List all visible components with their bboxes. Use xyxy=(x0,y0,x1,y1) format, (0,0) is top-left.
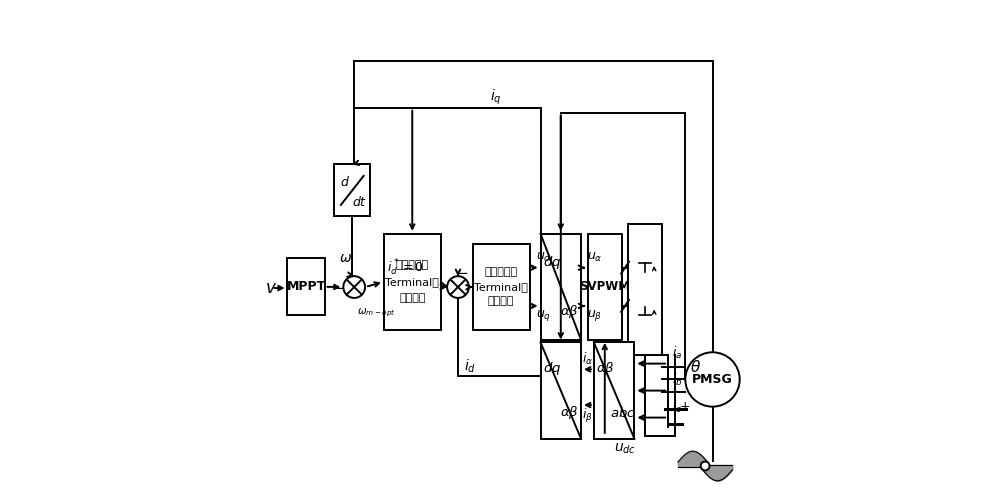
Text: 模控制器: 模控制器 xyxy=(488,297,514,307)
Bar xyxy=(473,244,530,330)
Bar xyxy=(287,258,325,315)
Text: $\alpha\beta$: $\alpha\beta$ xyxy=(596,360,615,377)
Text: $u_{dc}$: $u_{dc}$ xyxy=(614,441,636,456)
Text: Terminal滑: Terminal滑 xyxy=(474,282,528,292)
Text: 模控制器: 模控制器 xyxy=(399,293,426,303)
Text: $u_{\beta}$: $u_{\beta}$ xyxy=(587,308,602,324)
Bar xyxy=(628,224,662,355)
Text: Terminal滑: Terminal滑 xyxy=(385,277,439,287)
Text: $-$: $-$ xyxy=(455,264,469,279)
Text: $i_{\beta}$: $i_{\beta}$ xyxy=(582,407,593,425)
Bar xyxy=(334,165,370,216)
Text: $i_a$: $i_a$ xyxy=(672,345,682,361)
Text: PMSG: PMSG xyxy=(692,373,733,386)
Circle shape xyxy=(343,276,365,298)
Text: SVPWM: SVPWM xyxy=(579,280,630,293)
Text: $i_{\alpha}$: $i_{\alpha}$ xyxy=(582,350,593,367)
Text: 转速自适应: 转速自适应 xyxy=(396,260,429,270)
Text: $abc$: $abc$ xyxy=(610,406,636,420)
Text: $u_{\alpha}$: $u_{\alpha}$ xyxy=(587,251,603,264)
Text: 电流自适应: 电流自适应 xyxy=(485,267,518,277)
Bar xyxy=(588,234,622,340)
Text: $\alpha\beta$: $\alpha\beta$ xyxy=(560,404,579,421)
Text: $\alpha\beta$: $\alpha\beta$ xyxy=(560,303,579,320)
Bar xyxy=(541,342,581,439)
Text: $\omega_{m-opt}$: $\omega_{m-opt}$ xyxy=(357,307,395,319)
Text: $\omega$: $\omega$ xyxy=(339,251,352,265)
Text: $dq$: $dq$ xyxy=(543,254,561,271)
Text: $v$: $v$ xyxy=(265,279,277,297)
Text: $d$: $d$ xyxy=(340,175,350,189)
Text: $dq$: $dq$ xyxy=(543,360,561,377)
Circle shape xyxy=(701,462,710,470)
Circle shape xyxy=(685,352,740,407)
Text: $\theta$: $\theta$ xyxy=(690,359,701,375)
Bar xyxy=(384,234,441,330)
Text: $i_d$: $i_d$ xyxy=(464,357,476,375)
Text: $u_d$: $u_d$ xyxy=(536,251,551,264)
Text: $i_q$: $i_q$ xyxy=(490,88,502,107)
Text: $i_d^* = 0$: $i_d^* = 0$ xyxy=(387,258,424,278)
Text: $dt$: $dt$ xyxy=(352,195,368,209)
Text: $u_q$: $u_q$ xyxy=(536,308,551,324)
Bar xyxy=(594,342,634,439)
Bar xyxy=(541,234,581,340)
Text: $i_c$: $i_c$ xyxy=(672,399,682,415)
Text: $+$: $+$ xyxy=(679,400,690,413)
Text: MPPT: MPPT xyxy=(286,280,326,293)
Text: $i_b$: $i_b$ xyxy=(672,372,683,388)
Text: $-$: $-$ xyxy=(332,278,345,294)
Circle shape xyxy=(447,276,469,298)
